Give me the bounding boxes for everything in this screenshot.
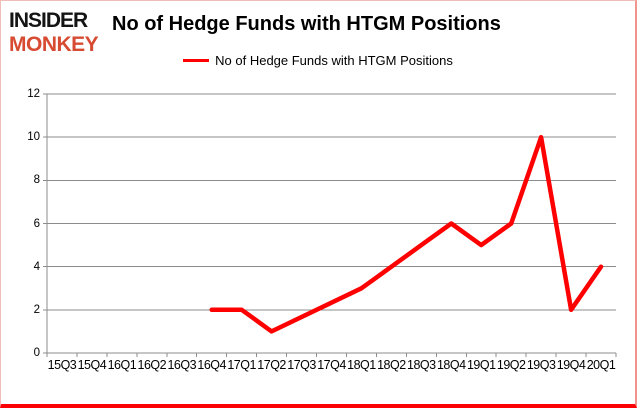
x-tick-label: 18Q3 xyxy=(407,358,436,372)
x-tick-label: 16Q1 xyxy=(107,358,137,372)
x-tick-label: 19Q1 xyxy=(466,358,496,372)
legend-line-swatch xyxy=(183,59,210,62)
y-tick-label: 12 xyxy=(27,88,40,100)
y-tick-label: 2 xyxy=(33,303,40,316)
x-tick-label: 17Q1 xyxy=(227,358,256,372)
y-tick-label: 0 xyxy=(33,347,40,359)
x-tick-label: 15Q3 xyxy=(47,358,77,372)
x-tick-label: 19Q2 xyxy=(496,358,526,372)
logo-text-insider: INSIDER xyxy=(9,9,88,32)
x-tick-label: 18Q1 xyxy=(347,358,376,372)
series-line xyxy=(209,134,604,334)
x-tick-label: 16Q4 xyxy=(197,358,226,372)
y-tick-label: 6 xyxy=(33,217,40,230)
x-tick-label: 16Q3 xyxy=(167,358,197,372)
x-tick-label: 19Q4 xyxy=(556,358,586,372)
legend-label: No of Hedge Funds with HTGM Positions xyxy=(215,53,453,68)
y-tick-label: 8 xyxy=(33,174,40,187)
x-tick-label: 19Q3 xyxy=(526,358,556,372)
x-tick-label: 15Q4 xyxy=(77,358,107,372)
x-tick-label: 17Q3 xyxy=(287,358,316,372)
y-tick-label: 4 xyxy=(33,260,40,273)
logo-text-monkey: MONKEY xyxy=(9,33,99,56)
y-tick-label: 10 xyxy=(27,131,40,144)
x-tick-label: 18Q2 xyxy=(377,358,406,372)
legend: No of Hedge Funds with HTGM Positions xyxy=(1,53,635,68)
insider-monkey-logo: INSIDER MONKEY xyxy=(9,9,99,56)
chart-title: No of Hedge Funds with HTGM Positions xyxy=(112,13,501,35)
x-tick-label: 17Q2 xyxy=(257,358,286,372)
x-tick-label: 18Q4 xyxy=(436,358,466,372)
x-tick-label: 20Q1 xyxy=(586,358,616,372)
x-tick-label: 17Q4 xyxy=(317,358,346,372)
x-tick-label: 16Q2 xyxy=(137,358,167,372)
